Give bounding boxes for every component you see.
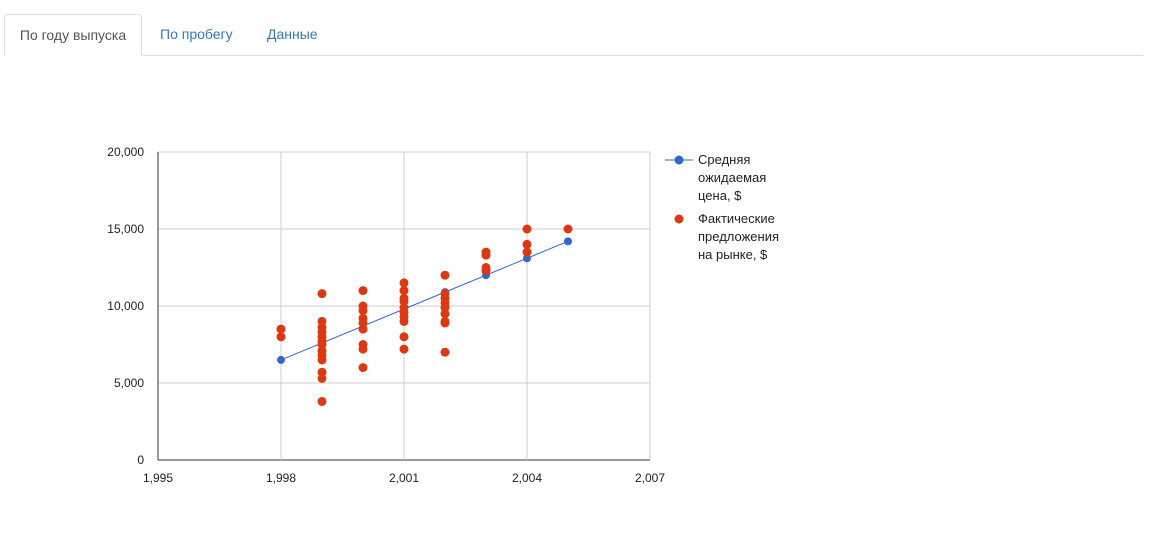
x-tick-label: 1,998 <box>266 471 296 485</box>
average-price-point <box>523 254 531 263</box>
axis-tick-labels: 0 5,000 10,000 15,000 20,000 1,995 1,998 2,001 2… <box>107 145 665 485</box>
y-tick-label: 0 <box>137 453 144 467</box>
market-offer-point <box>440 318 450 328</box>
market-offer-point <box>399 316 409 326</box>
market-offer-point <box>481 266 491 276</box>
legend-label: цена, $ <box>698 188 742 203</box>
market-offer-point <box>317 289 327 299</box>
market-offer-point <box>358 344 368 354</box>
legend-item: Средняя ожидаемая цена, $ <box>665 152 766 203</box>
market-offer-point <box>399 286 409 296</box>
legend-marker <box>674 214 684 224</box>
legend-marker <box>674 155 684 165</box>
market-offer-point <box>358 363 368 373</box>
market-offer-point <box>399 278 409 288</box>
tab-bar: По году выпуска По пробегу Данные <box>4 14 1143 56</box>
market-offer-point <box>317 367 327 377</box>
y-tick-label: 20,000 <box>107 145 144 159</box>
legend: Средняя ожидаемая цена, $ Фактические предло… <box>665 152 779 262</box>
legend-label: Фактические <box>698 211 775 226</box>
market-offer-point <box>317 340 327 349</box>
legend-item: Фактические предложения на рынке, $ <box>674 211 779 262</box>
y-tick-label: 15,000 <box>107 222 144 236</box>
market-offer-point <box>358 318 368 328</box>
market-offer-point <box>481 250 491 260</box>
market-offer-point <box>399 344 409 354</box>
market-offer-point <box>399 332 409 342</box>
market-offer-point <box>358 286 368 296</box>
tab-by-mileage[interactable]: По пробегу <box>160 26 233 42</box>
x-tick-label: 2,007 <box>635 471 665 485</box>
market-offer-point <box>440 303 450 313</box>
x-tick-label: 2,001 <box>389 471 419 485</box>
tab-data[interactable]: Данные <box>267 26 318 42</box>
market-offer-point <box>440 309 450 319</box>
market-offer-point <box>276 324 286 334</box>
market-offer-point <box>276 332 286 342</box>
market-offer-point <box>317 316 327 326</box>
market-offer-point <box>522 247 532 257</box>
market-offer-point <box>440 347 450 357</box>
market-offer-point <box>522 239 532 249</box>
average-price-point <box>564 237 572 246</box>
market-offer-point <box>563 224 573 234</box>
legend-label: Средняя <box>698 152 750 167</box>
market-offer-point <box>358 324 368 334</box>
average-price-point <box>277 355 285 364</box>
market-offer-point <box>399 296 409 306</box>
market-offer-point <box>440 270 450 280</box>
x-tick-label: 2,004 <box>512 471 542 485</box>
market-offer-point <box>317 373 327 383</box>
y-tick-label: 10,000 <box>107 299 144 313</box>
x-tick-label: 1,995 <box>143 471 173 485</box>
legend-label: на рынке, $ <box>698 247 768 262</box>
y-tick-label: 5,000 <box>114 376 144 390</box>
legend-label: предложения <box>698 229 779 244</box>
market-offer-point <box>358 306 368 316</box>
market-offer-point <box>317 396 327 406</box>
market-offer-point <box>317 355 327 365</box>
tab-by-year[interactable]: По году выпуска <box>4 14 142 56</box>
market-offer-point <box>522 224 532 234</box>
data-points <box>276 224 573 406</box>
legend-label: ожидаемая <box>698 170 766 185</box>
